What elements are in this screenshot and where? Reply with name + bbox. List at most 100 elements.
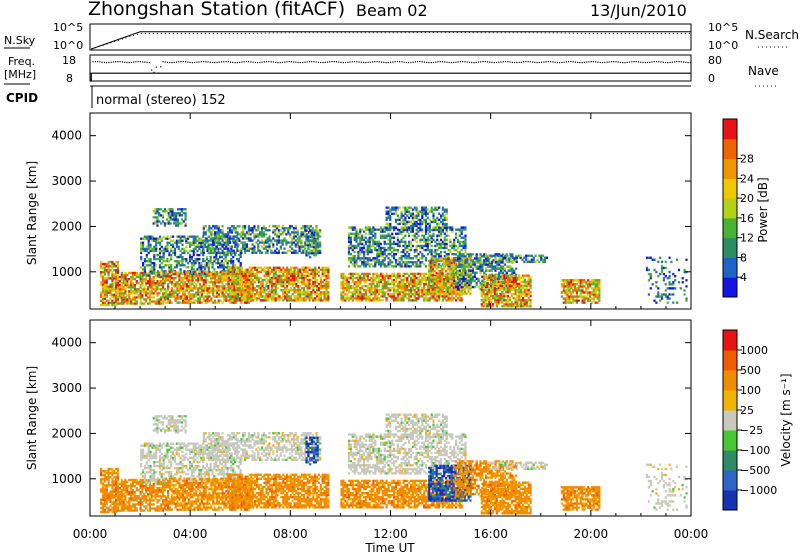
power-cell (453, 253, 456, 256)
power-cell (374, 261, 377, 264)
power-cell (305, 252, 308, 255)
power-cell (178, 277, 181, 280)
power-cell (210, 237, 213, 240)
nave-point (245, 61, 247, 63)
power-cell (173, 253, 177, 257)
power-cell (355, 236, 358, 239)
power-cell (316, 248, 319, 251)
power-cell (233, 274, 236, 278)
power-cell (145, 290, 148, 293)
power-cell (406, 257, 409, 260)
power-cell (124, 284, 127, 287)
power-cell (179, 255, 182, 259)
power-cell (411, 285, 414, 288)
nave-point (230, 61, 232, 63)
power-cell (167, 299, 170, 302)
power-cell (268, 229, 271, 232)
power-cell (347, 282, 351, 286)
power-cell (372, 244, 375, 248)
power-cell (283, 229, 286, 232)
power-cell (447, 274, 450, 278)
power-cell (107, 265, 110, 268)
power-cell (259, 282, 262, 286)
power-cell (198, 264, 201, 267)
power-cell (429, 267, 433, 271)
power-cell (278, 268, 281, 271)
power-cell (316, 245, 319, 249)
power-cell (389, 208, 392, 211)
power-cell (120, 292, 123, 295)
power-cell (226, 266, 229, 269)
power-cell (291, 289, 294, 292)
power-cell (448, 290, 451, 293)
power-cell (450, 288, 453, 291)
power-cell (163, 210, 167, 213)
power-cell (451, 246, 454, 250)
power-cell (143, 272, 146, 275)
nave-point (250, 61, 252, 63)
power-cell (419, 261, 422, 264)
power-cell (396, 208, 399, 211)
power-cell (205, 255, 208, 259)
power-cell (147, 258, 150, 261)
power-cell (111, 299, 114, 303)
power-cell (251, 291, 254, 294)
power-cell (419, 238, 422, 242)
power-cell (400, 210, 403, 213)
power-cell (217, 262, 220, 265)
power-cell (443, 244, 446, 248)
nave-point (261, 61, 263, 63)
power-cell (287, 268, 290, 271)
power-cell (378, 255, 381, 258)
power-cell (259, 251, 262, 254)
power-cell (359, 250, 362, 254)
power-cell (426, 299, 429, 302)
power-cell (249, 299, 252, 302)
power-cell (145, 245, 148, 249)
power-cell (293, 270, 296, 274)
power-cell (423, 220, 426, 224)
power-cell (212, 243, 215, 246)
power-cell (220, 235, 223, 238)
power-cell (202, 285, 205, 288)
nave-point (628, 61, 631, 63)
power-cell (423, 240, 426, 244)
power-cell (355, 287, 358, 290)
power-cell (441, 272, 444, 275)
power-cell (103, 277, 106, 280)
power-cell (149, 258, 152, 261)
power-cell (158, 251, 162, 255)
nave-point (658, 61, 660, 63)
power-cell (413, 216, 416, 220)
nave-point (286, 61, 288, 63)
power-cell (152, 216, 155, 219)
power-cell (441, 220, 444, 224)
power-cell (103, 283, 106, 286)
power-cell (393, 278, 396, 282)
power-cell (263, 268, 266, 271)
power-cell (171, 214, 174, 217)
power-cell (426, 238, 429, 242)
power-cell (139, 280, 142, 283)
power-cell (449, 299, 452, 302)
power-cell (217, 249, 220, 253)
power-cell (435, 261, 438, 265)
power-cell (259, 285, 262, 288)
power-cell (417, 278, 420, 282)
power-cell (306, 270, 309, 274)
power-cell (150, 282, 153, 285)
power-cell (378, 250, 381, 254)
power-cell (206, 275, 209, 278)
power-cell (421, 276, 424, 280)
power-cell (175, 262, 178, 265)
power-cell (372, 274, 375, 278)
power-cell (307, 243, 310, 247)
power-cell (202, 260, 205, 263)
power-cell (162, 251, 165, 255)
power-cell (423, 210, 426, 213)
power-cell (196, 245, 199, 249)
power-cell (206, 301, 209, 304)
power-cell (355, 272, 358, 276)
power-cell (224, 266, 227, 269)
power-cell (252, 287, 255, 290)
